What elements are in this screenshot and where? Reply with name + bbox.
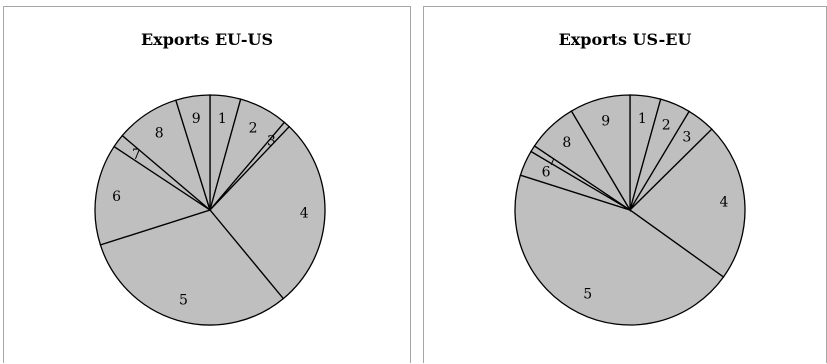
slice-label-6: 6 [542, 164, 551, 180]
chart-title: Exports US-EU [558, 30, 692, 49]
chart-title: Exports EU-US [140, 30, 273, 49]
slice-label-4: 4 [720, 195, 729, 211]
pie-slice-5 [99, 209, 285, 326]
slice-label-1: 1 [218, 111, 227, 127]
pie-slice-5 [514, 174, 725, 326]
pie-slice-4 [209, 125, 326, 300]
slice-label-8: 8 [155, 125, 164, 141]
slice-label-3: 3 [682, 130, 691, 146]
pie-slice-9 [175, 94, 211, 211]
slice-label-2: 2 [662, 117, 671, 133]
slice-label-5: 5 [179, 292, 188, 308]
slice-label-6: 6 [112, 189, 121, 205]
slice-label-4: 4 [300, 205, 309, 221]
slice-label-9: 9 [601, 113, 610, 129]
slice-label-3: 3 [267, 134, 276, 150]
slice-label-7: 7 [548, 153, 557, 169]
slice-label-8: 8 [562, 135, 571, 151]
slice-label-5: 5 [583, 286, 592, 302]
pie-chart-us-eu: 1 23 4 5 678 9 [514, 94, 746, 326]
pie-slice-4 [628, 128, 746, 278]
slice-label-2: 2 [249, 121, 258, 137]
pie-slice-9 [570, 94, 631, 213]
slice-label-1: 1 [638, 111, 647, 127]
slice-label-7: 7 [132, 147, 141, 163]
slice-label-9: 9 [192, 111, 201, 127]
pie-slice-6 [94, 145, 212, 246]
